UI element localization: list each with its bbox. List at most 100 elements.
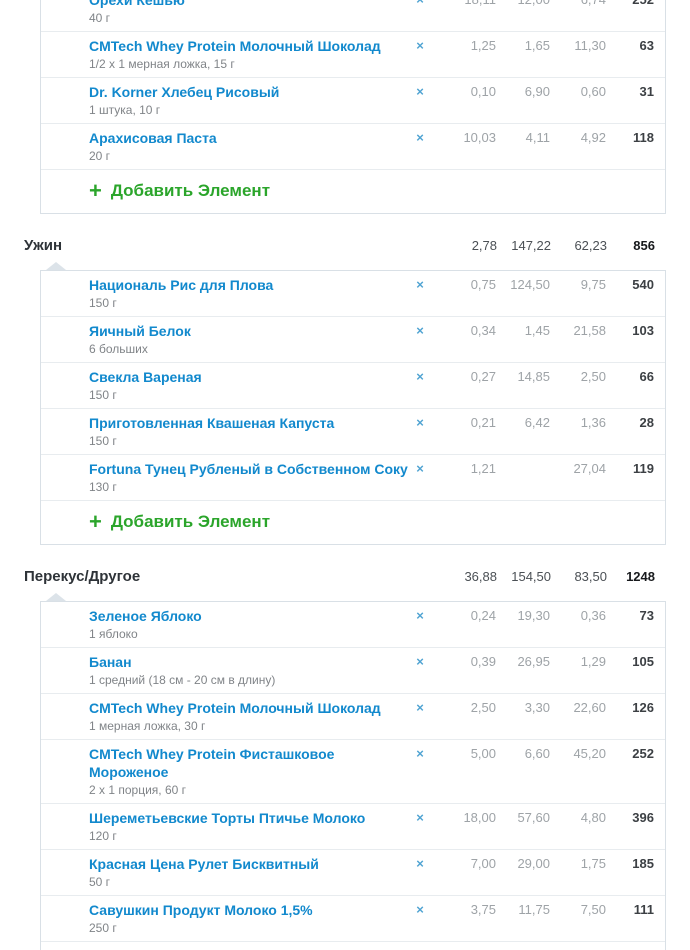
delete-icon[interactable]: ×	[416, 84, 424, 99]
food-protein-value: 7,50	[580, 902, 606, 917]
food-calories-value: 73	[639, 608, 654, 623]
food-fat-value: 1,25	[470, 38, 496, 53]
delete-icon[interactable]: ×	[416, 369, 424, 384]
delete-icon[interactable]: ×	[412, 0, 428, 9]
food-row: Банан 1 средний (18 см - 20 см в длину) × 0…	[41, 648, 665, 694]
meal-section: Ужин 2,78 147,22 62,23 856 Националь Рис для …	[0, 236, 690, 545]
add-item-button[interactable]: +Добавить Элемент	[41, 170, 665, 213]
meal-total-protein: 62,23	[574, 238, 607, 253]
food-name-link[interactable]: Dr. Korner Хлебец Рисовый	[89, 84, 280, 100]
food-protein-value: 4,92	[580, 130, 606, 145]
add-item-label: Добавить Элемент	[110, 512, 271, 531]
delete-icon[interactable]: ×	[416, 130, 424, 145]
food-fat-value: 0,34	[470, 323, 496, 338]
delete-icon[interactable]: ×	[416, 746, 424, 761]
food-serving: 20 г	[89, 149, 111, 163]
add-item-button[interactable]: +Добавить Элемент	[41, 942, 665, 950]
food-name-link[interactable]: Приготовленная Квашеная Капуста	[89, 415, 335, 431]
food-name-link[interactable]: Шереметьевские Торты Птичье Молоко	[89, 810, 366, 826]
delete-icon[interactable]: ×	[416, 323, 424, 338]
food-carbs-value: 6,42	[524, 415, 550, 430]
food-values: × 0,75 124,50 9,75 540	[412, 276, 654, 294]
delete-icon[interactable]: ×	[416, 461, 424, 476]
food-serving: 1 мерная ложка, 30 г	[89, 719, 206, 733]
delete-icon[interactable]: ×	[416, 856, 424, 871]
food-fat-value: 0,24	[470, 608, 496, 623]
meal-section-header: Ужин 2,78 147,22 62,23 856	[24, 236, 666, 256]
food-info: Националь Рис для Плова 150 г	[89, 276, 273, 311]
food-values: × 7,00 29,00 1,75 185	[412, 855, 654, 873]
food-name-link[interactable]: Банан	[89, 654, 132, 670]
callout-arrow-icon	[46, 262, 66, 270]
food-name-link[interactable]: Арахисовая Паста	[89, 130, 217, 146]
delete-icon[interactable]: ×	[416, 700, 424, 715]
food-info: Dr. Korner Хлебец Рисовый 1 штука, 10 г	[89, 83, 279, 118]
food-name-link[interactable]: Красная Цена Рулет Бисквитный	[89, 856, 319, 872]
food-name-link[interactable]: CMTech Whey Protein Молочный Шоколад	[89, 38, 381, 54]
food-info: CMTech Whey Protein Молочный Шоколад 1 ме…	[89, 699, 381, 734]
meal-total-carbs: 147,22	[511, 238, 551, 253]
food-protein-value: 22,60	[573, 700, 606, 715]
delete-icon[interactable]: ×	[416, 654, 424, 669]
food-name-link[interactable]: CMTech Whey Protein Фисташковое Морожено…	[89, 746, 335, 780]
food-name-link[interactable]: Националь Рис для Плова	[89, 277, 274, 293]
food-values: × 0,39 26,95 1,29 105	[412, 653, 654, 671]
meal-totals: 2,78 147,22 62,23 856	[439, 236, 655, 256]
food-row: Fortuna Тунец Рубленый в Собственном Сок…	[41, 455, 665, 501]
food-carbs-value: 19,30	[517, 608, 550, 623]
meal-total-calories: 856	[633, 238, 655, 253]
food-fat-value: 3,75	[470, 902, 496, 917]
meal-box-wrap: Зеленое Яблоко 1 яблоко × 0,24 19,30 0,36 73 Ба…	[40, 593, 666, 950]
food-name-link[interactable]: Fortuna Тунец Рубленый в Собственном Сок…	[89, 461, 408, 477]
food-row: CMTech Whey Protein Молочный Шоколад 1 ме…	[41, 694, 665, 740]
food-values: × 0,34 1,45 21,58 103	[412, 322, 654, 340]
food-serving: 250 г	[89, 921, 117, 935]
delete-icon[interactable]: ×	[416, 38, 424, 53]
food-serving: 2 x 1 порция, 60 г	[89, 783, 186, 797]
delete-icon[interactable]: ×	[416, 810, 424, 825]
food-info: Савушкин Продукт Молоко 1,5% 250 г	[89, 901, 313, 936]
food-serving: 150 г	[89, 296, 117, 310]
food-name-link[interactable]: Орехи Кешью	[89, 0, 185, 8]
callout-arrow-icon	[46, 593, 66, 601]
food-serving: 120 г	[89, 829, 117, 843]
food-carbs-value: 26,95	[517, 654, 550, 669]
meal-section-header: Перекус/Другое 36,88 154,50 83,50 1248	[24, 567, 666, 587]
food-serving: 1 штука, 10 г	[89, 103, 161, 117]
food-values: × 3,75 11,75 7,50 111	[412, 901, 654, 919]
food-calories-value: 105	[632, 654, 654, 669]
food-name-link[interactable]: Зеленое Яблоко	[89, 608, 202, 624]
food-carbs-value: 1,65	[524, 38, 550, 53]
food-calories-value: 63	[639, 38, 654, 53]
delete-icon[interactable]: ×	[416, 415, 424, 430]
add-item-label: Добавить Элемент	[110, 181, 271, 200]
food-row: Националь Рис для Плова 150 г × 0,75 124,50 9…	[41, 271, 665, 317]
food-calories-value: 66	[639, 369, 654, 384]
food-row: Зеленое Яблоко 1 яблоко × 0,24 19,30 0,36 73	[41, 602, 665, 648]
food-protein-value: 11,30	[574, 38, 606, 53]
food-row: CMTech Whey Protein Фисташковое Морожено…	[41, 740, 665, 804]
delete-icon[interactable]: ×	[416, 608, 424, 623]
food-values: × 0,10 6,90 0,60 31	[412, 83, 654, 101]
food-carbs-value: 11,75	[518, 902, 550, 917]
meal-title: Перекус/Другое	[24, 568, 141, 585]
delete-icon[interactable]: ×	[416, 902, 424, 917]
food-serving: 1 средний (18 см - 20 см в длину)	[89, 673, 276, 687]
food-protein-value: 1,29	[580, 654, 606, 669]
food-carbs-value: 12,00	[496, 0, 550, 9]
food-name-link[interactable]: Свекла Вареная	[89, 369, 202, 385]
food-name-link[interactable]: CMTech Whey Protein Молочный Шоколад	[89, 700, 381, 716]
meal-box-wrap: Орехи Кешью 40 г × 18,1112,006,74252 CMTech …	[40, 0, 666, 214]
add-item-button[interactable]: +Добавить Элемент	[41, 501, 665, 544]
food-calories-value: 119	[633, 461, 654, 476]
food-name-link[interactable]: Савушкин Продукт Молоко 1,5%	[89, 902, 313, 918]
meal-items-box: Зеленое Яблоко 1 яблоко × 0,24 19,30 0,36 73 Ба…	[40, 601, 666, 950]
delete-icon[interactable]: ×	[416, 277, 424, 292]
food-info: Fortuna Тунец Рубленый в Собственном Сок…	[89, 460, 408, 495]
food-values: × 2,50 3,30 22,60 126	[412, 699, 654, 717]
food-values: × 0,27 14,85 2,50 66	[412, 368, 654, 386]
food-values: × 5,00 6,60 45,20 252	[412, 745, 654, 763]
food-fat-value: 5,00	[470, 746, 496, 761]
food-name-link[interactable]: Яичный Белок	[89, 323, 191, 339]
